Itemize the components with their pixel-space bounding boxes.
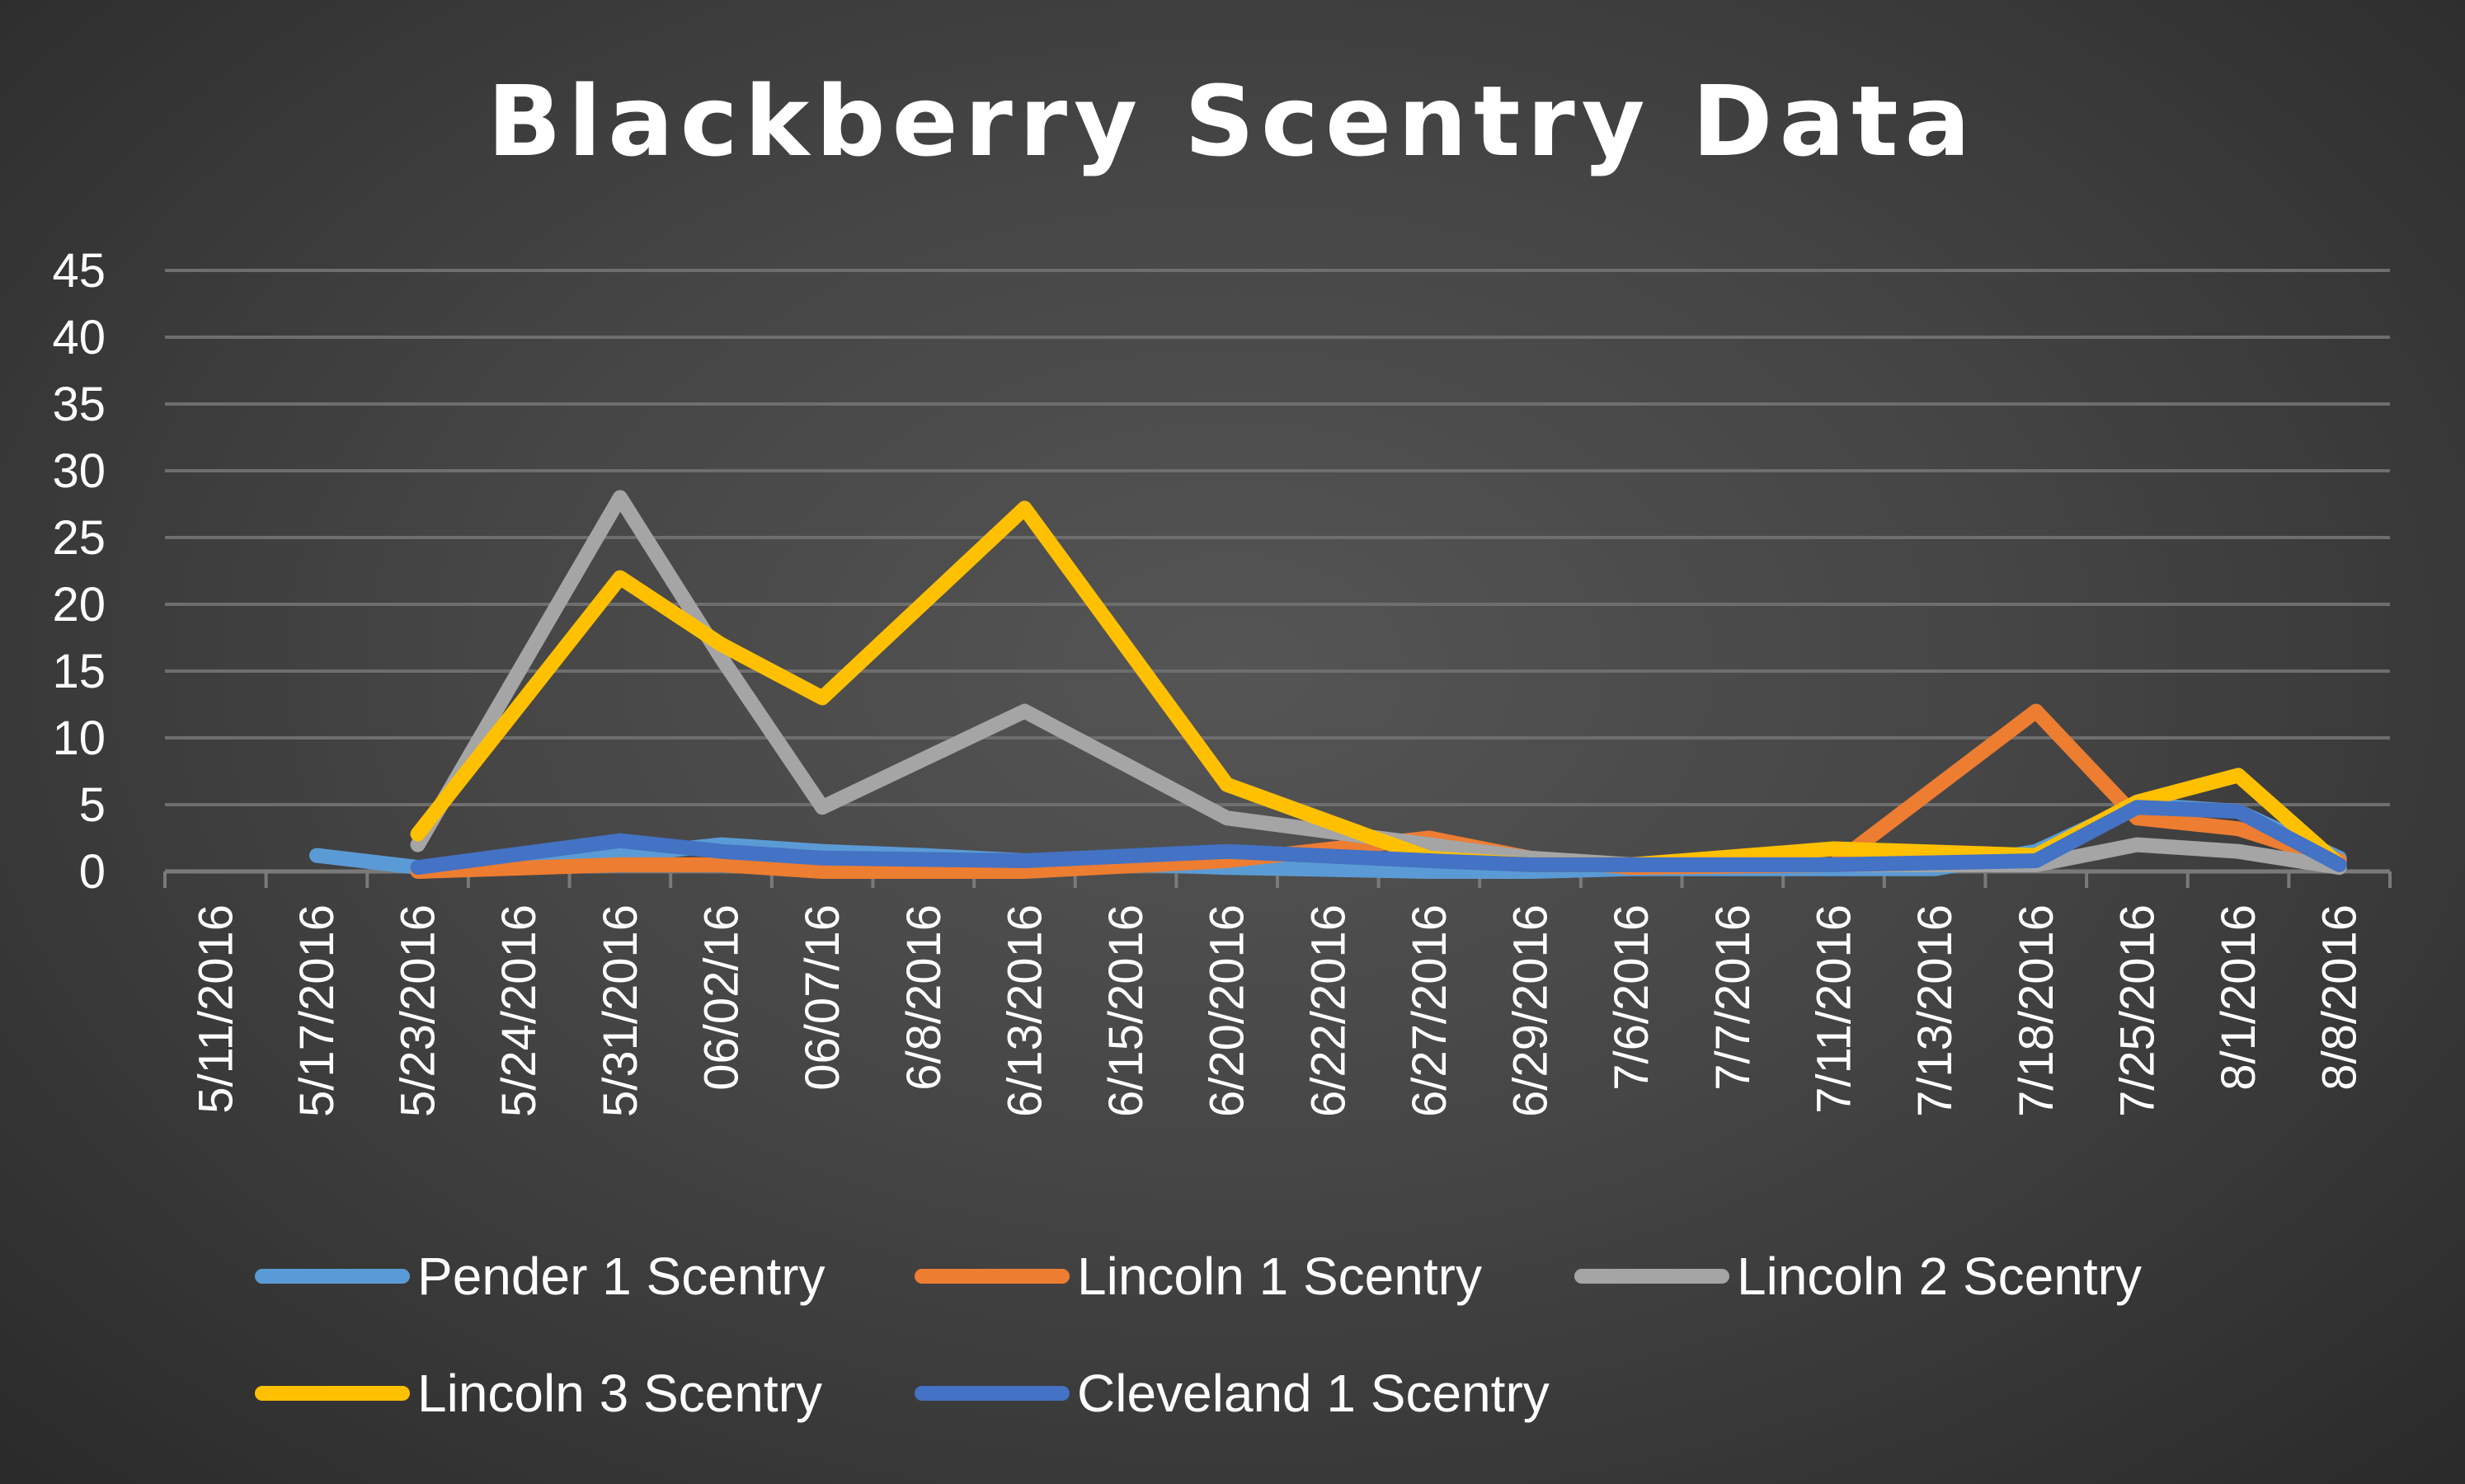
y-tick-label: 40 [52,311,106,364]
x-tick-label: 7/25/2016 [2110,904,2164,1117]
y-tick-label: 0 [79,845,106,899]
legend-item: Lincoln 1 Scentry [915,1247,1482,1306]
y-tick-label: 45 [52,244,106,298]
legend-item: Pender 1 Scentry [255,1247,826,1306]
series-line [410,500,2347,872]
x-tick-label: 7/11/2016 [1808,904,1861,1114]
legend: Pender 1 Scentry Lincoln 1 Scentry Lincoln… [255,1247,2142,1423]
x-tick-label: 8/8/2016 [2313,904,2367,1091]
x-tick-label: 6/13/2016 [998,904,1051,1117]
x-tick-label: 7/6/2016 [1605,904,1658,1091]
chart-title: Blackberry Scentry Data [487,64,1978,178]
y-tick-label: 30 [52,444,106,498]
x-tick-label: 6/27/2016 [1403,904,1456,1117]
x-tick-label: 6/22/2016 [1301,904,1355,1117]
x-tick-label: 7/13/2016 [1908,904,1962,1117]
y-tick-label: 5 [79,778,106,832]
y-tick-label: 20 [52,578,106,632]
series-line [410,800,2347,876]
y-tick-label: 35 [52,378,106,431]
x-tick-label: 7/7/2016 [1706,904,1760,1091]
grid [165,269,2390,806]
legend-label: Cleveland 1 Scentry [1077,1364,1550,1423]
x-tick-label: 5/24/2016 [492,904,546,1117]
x-tick-label: 6/29/2016 [1504,904,1558,1117]
x-tick-label: 6/15/2016 [1099,904,1153,1117]
y-tick-label: 25 [52,511,106,565]
y-tick-label: 10 [52,711,106,765]
x-tick-label: 8/1/2016 [2212,904,2265,1091]
axes: 0 5 10 15 20 25 30 35 40 45 5/11/2016 5/17/2016 5/23… [52,244,2392,1117]
x-tick-label: 6/20/2016 [1201,904,1254,1117]
x-tick-label: 5/17/2016 [290,904,344,1117]
x-tick-label: 06/07/16 [796,904,849,1091]
x-tick-label: 06/02/16 [695,904,749,1091]
legend-label: Lincoln 2 Scentry [1737,1247,2142,1306]
legend-item: Lincoln 2 Scentry [1574,1247,2142,1306]
y-tick-label: 15 [52,645,106,698]
x-tick-label: 5/11/2016 [189,904,242,1114]
x-tick-label: 5/31/2016 [594,904,647,1117]
series-lines [309,490,2347,879]
legend-label: Pender 1 Scentry [417,1247,826,1306]
x-tick-label: 7/18/2016 [2010,904,2063,1117]
series-line [410,490,2347,876]
x-tick-label: 6/8/2016 [897,904,951,1091]
legend-label: Lincoln 3 Scentry [417,1364,822,1423]
legend-item: Lincoln 3 Scentry [255,1364,822,1423]
legend-item: Cleveland 1 Scentry [915,1364,1550,1423]
legend-label: Lincoln 1 Scentry [1077,1247,1482,1306]
x-tick-label: 5/23/2016 [392,904,445,1117]
